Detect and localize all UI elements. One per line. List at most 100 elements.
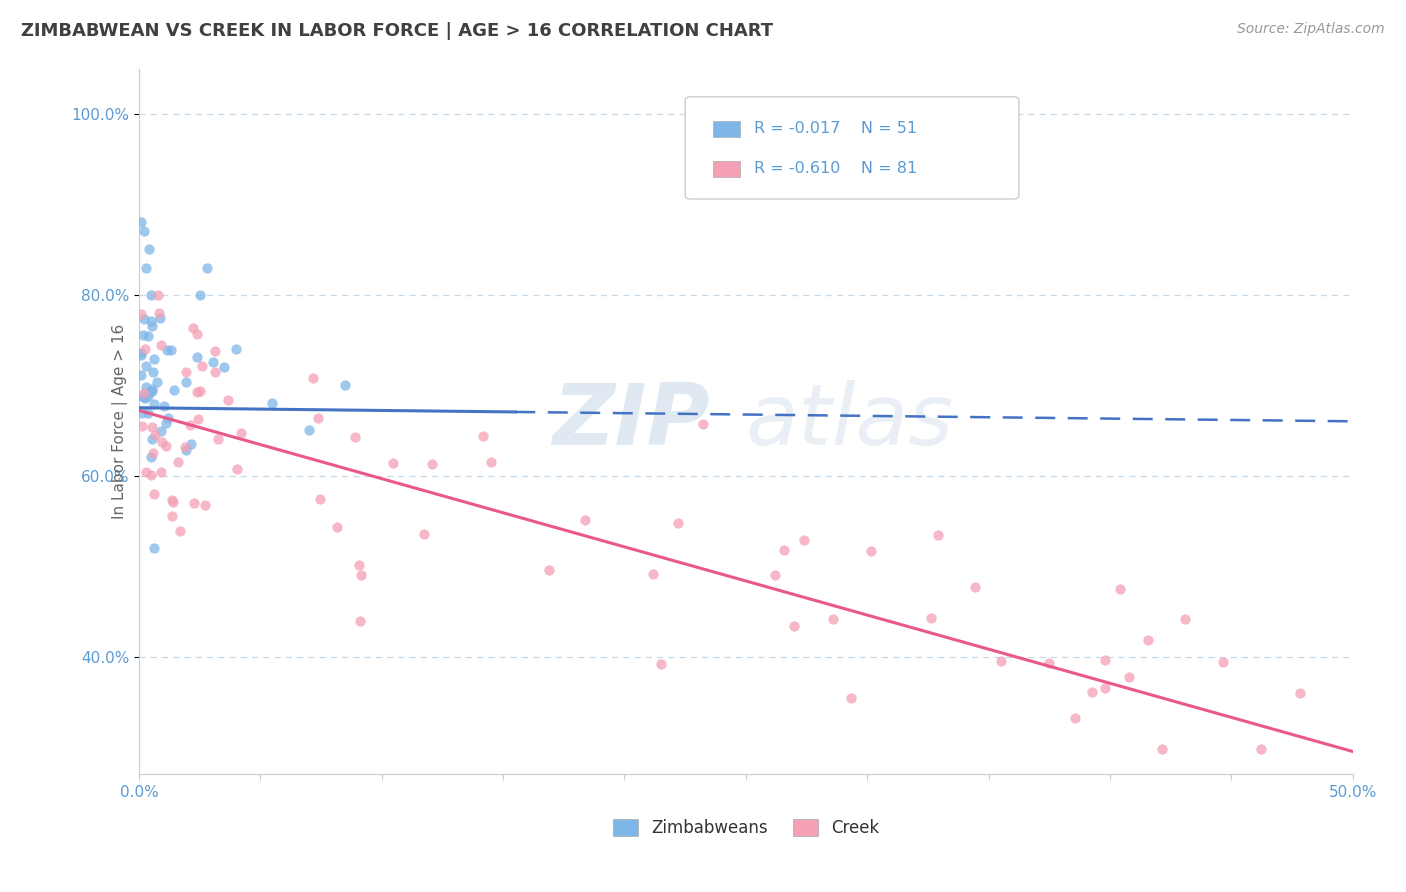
Point bbox=[156, 343, 179, 358]
Point bbox=[150, 465, 173, 479]
Point bbox=[169, 524, 191, 539]
Point bbox=[262, 396, 284, 410]
Point bbox=[990, 654, 1012, 668]
Point bbox=[1212, 655, 1234, 669]
Point bbox=[157, 410, 180, 425]
Point bbox=[142, 365, 165, 379]
Point bbox=[413, 526, 436, 541]
Text: R = -0.017    N = 51: R = -0.017 N = 51 bbox=[755, 121, 918, 136]
Point bbox=[139, 384, 162, 399]
Point bbox=[142, 446, 165, 460]
Point bbox=[963, 580, 986, 594]
Point bbox=[131, 406, 153, 420]
Point bbox=[1094, 681, 1116, 695]
Point bbox=[162, 508, 184, 523]
Point bbox=[1288, 686, 1310, 700]
Point bbox=[650, 657, 672, 671]
Point bbox=[225, 342, 247, 356]
Point bbox=[927, 528, 949, 542]
Point bbox=[307, 411, 329, 425]
Point bbox=[1038, 656, 1060, 670]
Point bbox=[174, 441, 197, 455]
Point bbox=[148, 287, 170, 301]
Point bbox=[136, 406, 159, 420]
Point bbox=[139, 287, 162, 301]
Point bbox=[141, 382, 163, 396]
Point bbox=[298, 423, 321, 437]
Point bbox=[148, 306, 170, 320]
Point bbox=[174, 442, 197, 457]
Point bbox=[149, 338, 172, 352]
FancyBboxPatch shape bbox=[713, 161, 740, 177]
Point bbox=[141, 319, 163, 334]
Point bbox=[143, 351, 166, 366]
Text: ZIMBABWEAN VS CREEK IN LABOR FORCE | AGE > 16 CORRELATION CHART: ZIMBABWEAN VS CREEK IN LABOR FORCE | AGE… bbox=[21, 22, 773, 40]
Point bbox=[132, 224, 155, 238]
Point bbox=[773, 543, 796, 558]
Point bbox=[207, 432, 229, 446]
Point bbox=[186, 384, 208, 399]
Point bbox=[420, 457, 443, 471]
Point bbox=[150, 425, 173, 439]
Point bbox=[141, 384, 163, 398]
Point bbox=[138, 243, 160, 257]
Point bbox=[860, 544, 883, 558]
Point bbox=[174, 375, 197, 389]
Point bbox=[186, 350, 208, 364]
Point bbox=[135, 359, 157, 373]
Point bbox=[143, 428, 166, 442]
Point bbox=[141, 314, 163, 328]
Legend: Zimbabweans, Creek: Zimbabweans, Creek bbox=[606, 812, 886, 843]
Point bbox=[153, 400, 176, 414]
Point bbox=[335, 378, 357, 392]
Point bbox=[382, 456, 405, 470]
Point bbox=[131, 307, 153, 321]
Point bbox=[186, 326, 208, 341]
Point bbox=[793, 533, 815, 548]
Point bbox=[139, 467, 162, 482]
Point bbox=[131, 215, 153, 229]
Point bbox=[136, 328, 159, 343]
Point bbox=[131, 389, 153, 403]
Point bbox=[155, 439, 177, 453]
Point bbox=[204, 343, 226, 358]
Point bbox=[1150, 742, 1173, 756]
Point bbox=[188, 287, 211, 301]
Point bbox=[135, 260, 157, 275]
Point bbox=[136, 389, 159, 403]
Point bbox=[1250, 741, 1272, 756]
Point bbox=[229, 425, 252, 440]
Point bbox=[326, 520, 349, 534]
Point bbox=[155, 417, 177, 431]
Point bbox=[187, 411, 209, 425]
Point bbox=[162, 495, 184, 509]
Point bbox=[142, 541, 165, 555]
Point bbox=[641, 566, 664, 581]
Point bbox=[139, 450, 162, 465]
Point bbox=[202, 355, 225, 369]
Point bbox=[167, 454, 190, 468]
Point bbox=[179, 417, 201, 432]
Point bbox=[471, 428, 494, 442]
Point bbox=[134, 391, 156, 405]
Point bbox=[163, 384, 186, 398]
Point bbox=[666, 516, 689, 530]
Point bbox=[143, 487, 166, 501]
Point bbox=[1081, 684, 1104, 698]
Point bbox=[146, 375, 169, 389]
Point bbox=[183, 495, 205, 509]
Point bbox=[920, 611, 942, 625]
Point bbox=[131, 346, 153, 360]
Point bbox=[1094, 653, 1116, 667]
FancyBboxPatch shape bbox=[685, 96, 1019, 199]
Point bbox=[1109, 582, 1132, 596]
Point bbox=[141, 419, 163, 434]
Point bbox=[783, 618, 806, 632]
Point bbox=[1063, 711, 1085, 725]
Point bbox=[350, 567, 373, 582]
Point bbox=[159, 343, 181, 358]
Point bbox=[131, 419, 153, 434]
Point bbox=[479, 455, 502, 469]
Point bbox=[131, 368, 153, 382]
Point bbox=[135, 380, 157, 394]
